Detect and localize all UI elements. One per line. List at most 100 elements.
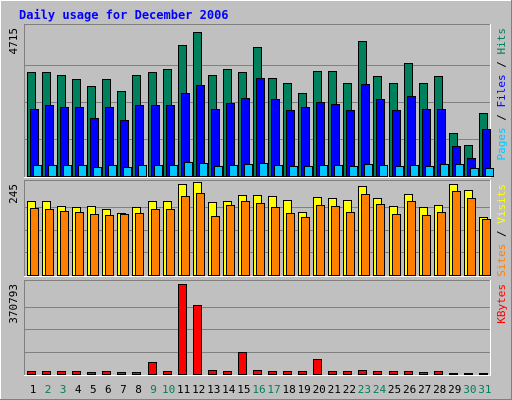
bar-visits-sites-day-28 (437, 212, 446, 276)
bar-visits-sites-day-15 (241, 201, 250, 276)
bar-hits-pages-day-17 (274, 165, 283, 177)
bar-hits-files-day-16 (256, 78, 265, 177)
bar-hits-pages-day-10 (169, 165, 178, 177)
bar-hits-pages-day-1 (33, 165, 42, 177)
bar-kbytes-kbytes-day-15 (238, 352, 247, 375)
bar-visits-sites-day-30 (467, 198, 476, 276)
bar-visits-sites-day-5 (90, 214, 99, 276)
bar-kbytes-kbytes-day-14 (223, 371, 232, 375)
x-tick-day-6: 6 (105, 383, 112, 396)
bar-hits-pages-day-25 (395, 166, 404, 177)
bar-kbytes-kbytes-day-13 (208, 370, 217, 375)
bar-hits-pages-day-19 (304, 166, 313, 177)
bar-hits-pages-day-6 (108, 165, 117, 177)
bar-hits-pages-day-9 (154, 165, 163, 177)
legend-part: / (495, 108, 508, 128)
bar-kbytes-kbytes-day-4 (72, 371, 81, 375)
x-tick-day-26: 26 (403, 383, 416, 396)
x-tick-day-16: 16 (252, 383, 265, 396)
bar-kbytes-kbytes-day-26 (404, 371, 413, 375)
bar-hits-pages-day-30 (470, 168, 479, 177)
bar-hits-pages-day-11 (184, 162, 193, 177)
bar-hits-pages-day-15 (244, 164, 253, 177)
bar-kbytes-kbytes-day-19 (298, 371, 307, 375)
bar-visits-sites-day-4 (75, 212, 84, 276)
bar-hits-pages-day-28 (440, 164, 449, 177)
x-tick-day-22: 22 (343, 383, 356, 396)
x-tick-day-9: 9 (150, 383, 157, 396)
bar-kbytes-kbytes-day-11 (178, 284, 187, 375)
bar-kbytes-kbytes-day-30 (464, 373, 473, 375)
bar-visits-sites-day-17 (271, 207, 280, 276)
bar-hits-pages-day-23 (364, 164, 373, 177)
y-max-label-visits: 245 (7, 184, 20, 204)
bar-kbytes-kbytes-day-2 (42, 371, 51, 375)
bar-hits-pages-day-13 (214, 166, 223, 177)
bar-visits-sites-day-20 (316, 205, 325, 276)
x-tick-day-3: 3 (60, 383, 67, 396)
bar-kbytes-kbytes-day-10 (163, 371, 172, 375)
bar-visits-sites-day-6 (105, 215, 114, 276)
bar-kbytes-kbytes-day-16 (253, 370, 262, 375)
bar-kbytes-kbytes-day-22 (343, 371, 352, 375)
bar-visits-sites-day-21 (331, 206, 340, 276)
chart-title: Daily usage for December 2006 (19, 8, 229, 22)
legend-part: / (495, 55, 508, 75)
bar-visits-sites-day-10 (166, 209, 175, 276)
bar-visits-sites-day-31 (482, 219, 491, 276)
bar-visits-sites-day-29 (452, 191, 461, 276)
bar-kbytes-kbytes-day-18 (283, 371, 292, 375)
bar-hits-pages-day-21 (334, 165, 343, 177)
bar-hits-files-day-24 (376, 99, 385, 177)
bar-kbytes-kbytes-day-6 (102, 371, 111, 375)
bar-visits-sites-day-2 (45, 209, 54, 276)
panel-hits: 4715 Pages / Files / Hits (7, 24, 508, 178)
bar-hits-pages-day-4 (78, 165, 87, 177)
bar-kbytes-kbytes-day-1 (27, 371, 36, 375)
legend-part: Hits (495, 28, 508, 55)
bar-kbytes-kbytes-day-9 (148, 362, 157, 375)
bar-hits-pages-day-22 (349, 166, 358, 177)
x-tick-day-8: 8 (135, 383, 142, 396)
bar-visits-sites-day-8 (135, 213, 144, 276)
x-tick-day-28: 28 (433, 383, 446, 396)
x-tick-day-7: 7 (120, 383, 127, 396)
bar-hits-pages-day-16 (259, 163, 268, 177)
bar-visits-sites-day-24 (376, 204, 385, 276)
bar-visits-sites-day-14 (226, 205, 235, 276)
x-tick-day-2: 2 (45, 383, 52, 396)
y-max-label-kbytes: 370793 (7, 284, 20, 324)
bar-visits-sites-day-18 (286, 213, 295, 276)
bar-visits-sites-day-11 (181, 196, 190, 276)
x-tick-day-30: 30 (463, 383, 476, 396)
x-tick-day-12: 12 (192, 383, 205, 396)
x-tick-day-29: 29 (448, 383, 461, 396)
x-tick-day-25: 25 (388, 383, 401, 396)
bar-hits-files-day-23 (361, 84, 370, 177)
bar-hits-pages-day-14 (229, 165, 238, 177)
bar-visits-sites-day-13 (211, 216, 220, 276)
plot-area-kbytes (24, 280, 491, 376)
bar-hits-pages-day-18 (289, 166, 298, 177)
bar-kbytes-kbytes-day-29 (449, 373, 458, 375)
legend-part: / (495, 224, 508, 244)
bar-visits-sites-day-7 (120, 214, 129, 276)
bar-kbytes-kbytes-day-8 (132, 372, 141, 375)
bar-hits-pages-day-26 (410, 165, 419, 177)
bar-hits-pages-day-8 (138, 165, 147, 177)
bar-kbytes-kbytes-day-5 (87, 372, 96, 375)
x-tick-day-10: 10 (162, 383, 175, 396)
bar-hits-pages-day-29 (455, 164, 464, 177)
bar-visits-sites-day-12 (196, 193, 205, 276)
axis-legend-hits: Pages / Files / Hits (495, 28, 508, 161)
x-tick-day-11: 11 (177, 383, 190, 396)
bar-visits-sites-day-1 (30, 208, 39, 276)
legend-part: Visits (495, 184, 508, 224)
bar-visits-sites-day-9 (151, 209, 160, 276)
bar-hits-pages-day-7 (123, 167, 132, 177)
bar-kbytes-kbytes-day-21 (328, 371, 337, 375)
x-tick-day-20: 20 (313, 383, 326, 396)
axis-legend-visits: Sites / Visits (495, 184, 508, 277)
legend-part: Sites (495, 244, 508, 277)
x-tick-day-31: 31 (478, 383, 491, 396)
